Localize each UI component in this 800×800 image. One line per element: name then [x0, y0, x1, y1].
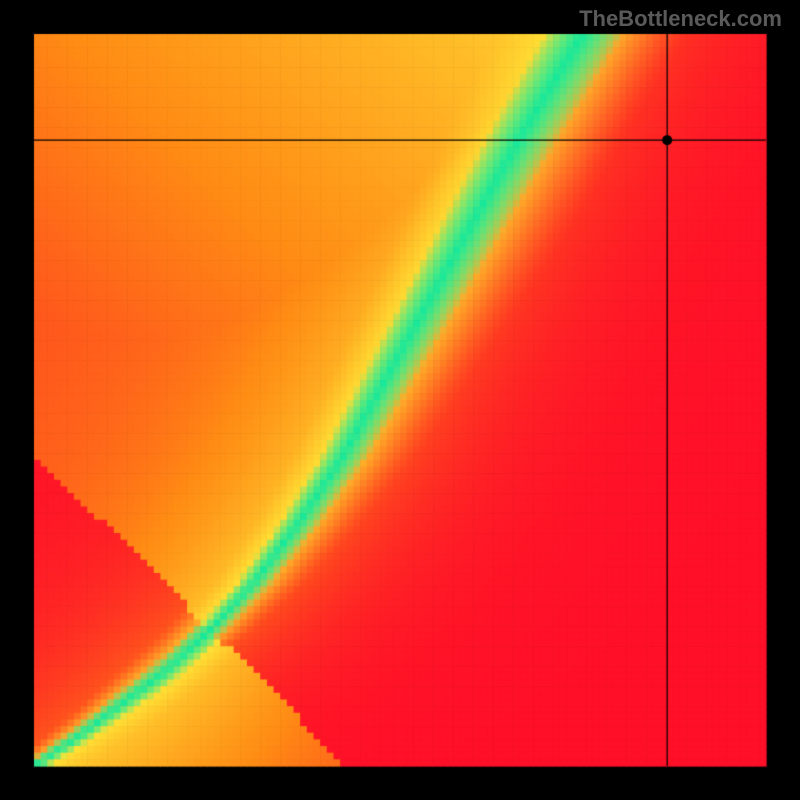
watermark-text: TheBottleneck.com [579, 6, 782, 32]
bottleneck-heatmap [0, 0, 800, 800]
plot-container: TheBottleneck.com [0, 0, 800, 800]
